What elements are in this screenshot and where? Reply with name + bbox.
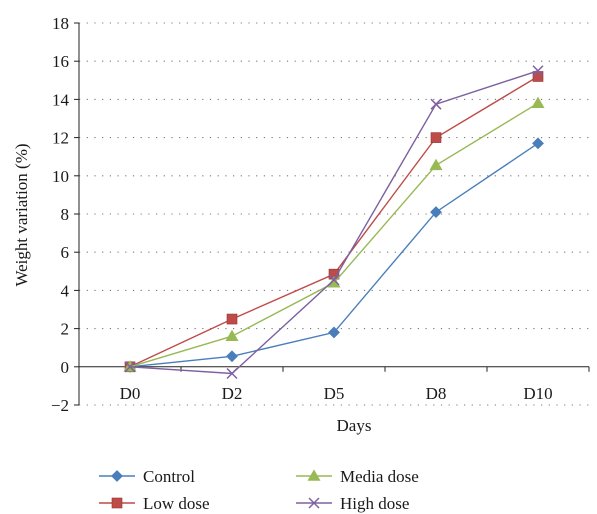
data-point-low-dose [430, 132, 442, 143]
legend-label: High dose [340, 494, 409, 513]
x-tick-label: D0 [120, 384, 141, 403]
y-axis-ticks: −2 0 2 4 6 8 10 12 14 16 18 [51, 14, 79, 415]
gridlines [79, 22, 589, 406]
series-group [123, 65, 545, 380]
y-tick-label: 0 [61, 358, 70, 377]
data-point-control [430, 206, 442, 219]
legend-item-low-dose[interactable]: Low dose [99, 494, 210, 513]
x-tick-label: D10 [523, 384, 552, 403]
x-tick-label: D5 [324, 384, 345, 403]
x-axis-ticks: D0 D2 D5 D8 D10 [78, 366, 590, 403]
legend-item-high-dose[interactable]: High dose [296, 494, 409, 513]
x-tick-label: D8 [426, 384, 447, 403]
y-tick-label: 8 [61, 205, 70, 224]
legend-marker [308, 497, 320, 509]
legend-label: Control [143, 467, 195, 486]
legend-item-media-dose[interactable]: Media dose [296, 467, 419, 486]
data-point-control [532, 137, 544, 150]
y-tick-label: 10 [52, 167, 69, 186]
series-control [124, 137, 544, 373]
data-point-high-dose [532, 65, 544, 77]
legend-label: Media dose [340, 467, 419, 486]
y-axis-title: Weight variation (%) [12, 143, 31, 286]
series-high-dose [124, 65, 544, 380]
legend-item-control[interactable]: Control [99, 467, 195, 486]
x-axis-title: Days [337, 416, 372, 435]
legend-marker [307, 469, 321, 481]
y-tick-label: 2 [61, 320, 70, 339]
data-point-low-dose [532, 71, 544, 82]
data-point-control [226, 350, 238, 363]
data-point-high-dose [124, 361, 136, 373]
y-tick-label: 16 [52, 52, 69, 71]
data-point-high-dose [226, 367, 238, 380]
y-tick-label: 4 [61, 281, 70, 300]
legend-marker [111, 497, 123, 509]
y-tick-label: 6 [61, 243, 70, 262]
data-point-media-dose [225, 329, 239, 342]
y-tick-label: 18 [52, 14, 69, 33]
series-line-low-dose [129, 75, 539, 368]
data-point-high-dose [430, 98, 442, 110]
y-tick-label: 12 [52, 129, 69, 148]
x-tick-label: D2 [222, 384, 243, 403]
legend[interactable]: Control Low dose Media dose High dose [99, 467, 419, 513]
legend-label: Low dose [143, 494, 210, 513]
data-point-media-dose [531, 96, 545, 109]
data-point-high-dose [328, 274, 340, 286]
data-point-control [328, 326, 340, 339]
legend-marker [111, 470, 123, 482]
data-point-low-dose [226, 313, 238, 325]
y-tick-label: 14 [52, 90, 70, 109]
y-tick-label: −2 [51, 396, 69, 415]
data-point-media-dose [429, 158, 443, 171]
